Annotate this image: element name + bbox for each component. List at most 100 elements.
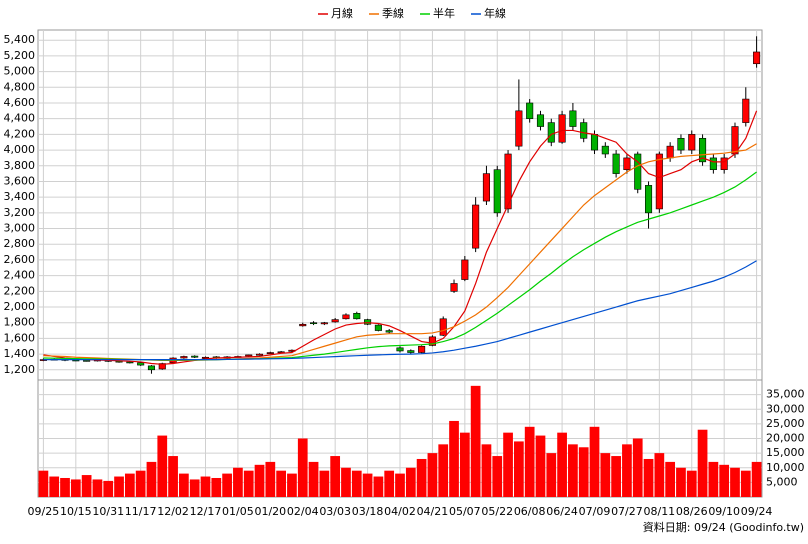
y-tick-label: 4,600 xyxy=(4,96,36,109)
volume-bar xyxy=(168,456,178,497)
y-tick-label: 2,000 xyxy=(4,300,36,313)
volume-bar xyxy=(362,473,373,497)
y2-tick-label: 20,000 xyxy=(766,432,805,445)
volume-bar xyxy=(49,476,60,497)
legend-label: 年線 xyxy=(484,6,506,20)
candle-body xyxy=(623,157,631,170)
y2-tick-label: 25,000 xyxy=(766,417,805,430)
volume-bar xyxy=(70,479,81,497)
y-tick-label: 5,000 xyxy=(4,65,36,78)
volume-bar xyxy=(211,477,222,497)
x-tick-label: 09/25 xyxy=(28,505,60,518)
candle-body xyxy=(342,314,350,320)
volume-bar xyxy=(449,420,459,497)
volume-bar xyxy=(622,444,632,497)
y-tick-label: 3,600 xyxy=(4,174,36,187)
volume-bar xyxy=(405,467,416,497)
x-tick-label: 10/15 xyxy=(60,505,92,518)
volume-bar xyxy=(330,456,341,497)
y-tick-label: 1,400 xyxy=(4,347,36,360)
source-note: 資料日期: 09/24 (Goodinfo.tw) xyxy=(643,520,804,534)
candle-body xyxy=(396,347,404,352)
y-tick-label: 3,400 xyxy=(4,190,36,203)
volume-bar xyxy=(611,456,621,497)
y-tick-label: 4,800 xyxy=(4,80,36,93)
volume-bar xyxy=(135,470,146,497)
volume-bar xyxy=(557,432,567,497)
volume-bar xyxy=(351,470,362,497)
x-tick-label: 07/27 xyxy=(611,505,643,518)
x-tick-label: 12/02 xyxy=(157,505,189,518)
candle-body xyxy=(320,322,328,325)
candle-body xyxy=(601,145,609,155)
candle-body xyxy=(310,322,318,325)
candle-body xyxy=(699,137,707,163)
candle-body xyxy=(482,173,490,202)
volume-bar xyxy=(481,444,492,497)
candle-body xyxy=(245,354,253,357)
candle-body xyxy=(655,153,663,210)
volume-bar xyxy=(179,473,189,497)
ma-line xyxy=(43,260,757,361)
volume-bar xyxy=(503,432,513,497)
y-tick-label: 2,400 xyxy=(4,269,36,282)
y-tick-label: 2,800 xyxy=(4,237,36,250)
volume-bar xyxy=(470,385,481,497)
x-tick-label: 10/31 xyxy=(92,505,124,518)
candle-body xyxy=(547,122,555,143)
volume-bar xyxy=(319,470,330,497)
candle-body xyxy=(331,319,339,323)
y-tick-label: 1,600 xyxy=(4,331,36,344)
volume-bar xyxy=(751,461,762,497)
x-tick-label: 11/17 xyxy=(125,505,157,518)
candle-body xyxy=(266,352,274,355)
candle-body xyxy=(450,283,458,292)
x-tick-label: 01/05 xyxy=(222,505,254,518)
candle-body xyxy=(644,185,653,214)
candle-body xyxy=(364,319,372,325)
candle-body xyxy=(504,153,512,210)
candle-body xyxy=(634,153,642,190)
y-tick-label: 4,400 xyxy=(4,112,36,125)
candle-body xyxy=(299,323,307,327)
candle-body xyxy=(191,355,199,358)
x-tick-label: 09/24 xyxy=(741,505,773,518)
legend-label: 月線 xyxy=(331,6,353,20)
volume-bar xyxy=(654,453,665,497)
volume-bar xyxy=(665,461,676,497)
candle-body xyxy=(255,353,264,356)
x-tick-label: 04/21 xyxy=(417,505,449,518)
volume-bar xyxy=(114,476,124,497)
y-tick-label: 5,400 xyxy=(4,33,36,46)
volume-bar xyxy=(103,480,114,497)
volume-bar xyxy=(589,426,600,497)
candle-body xyxy=(666,145,674,159)
candle-body xyxy=(569,110,577,127)
volume-bar xyxy=(384,470,395,497)
volume-bar xyxy=(427,453,438,497)
volume-bar xyxy=(730,467,740,497)
candle-body xyxy=(126,361,134,364)
candle-body xyxy=(137,362,145,366)
candle-body xyxy=(472,204,480,249)
candle-body xyxy=(612,153,620,174)
volume-bar xyxy=(287,473,297,497)
x-tick-label: 06/24 xyxy=(546,505,578,518)
volume-bar xyxy=(546,453,557,497)
candle-body xyxy=(385,330,393,333)
volume-bar xyxy=(189,479,200,497)
x-tick-label: 08/11 xyxy=(643,505,675,518)
x-tick-label: 05/07 xyxy=(449,505,481,518)
candle-body xyxy=(158,363,166,370)
volume-bar xyxy=(568,444,578,497)
candle-body xyxy=(407,350,415,353)
y-tick-label: 1,800 xyxy=(4,316,36,329)
candle-body xyxy=(515,110,523,147)
x-tick-label: 08/26 xyxy=(676,505,708,518)
candle-body xyxy=(147,365,156,371)
x-tick-label: 04/02 xyxy=(384,505,416,518)
x-tick-label: 05/22 xyxy=(481,505,513,518)
volume-bar xyxy=(459,432,470,497)
volume-bar xyxy=(686,470,697,497)
